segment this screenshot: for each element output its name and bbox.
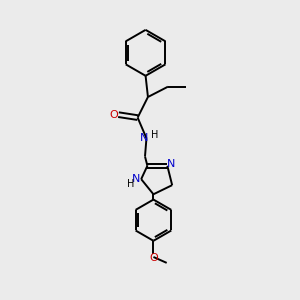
Text: N: N [140, 133, 148, 143]
Text: O: O [110, 110, 118, 120]
Text: H: H [151, 130, 158, 140]
Text: N: N [132, 174, 140, 184]
Text: H: H [127, 178, 135, 188]
Text: O: O [149, 253, 158, 263]
Text: N: N [167, 159, 175, 169]
